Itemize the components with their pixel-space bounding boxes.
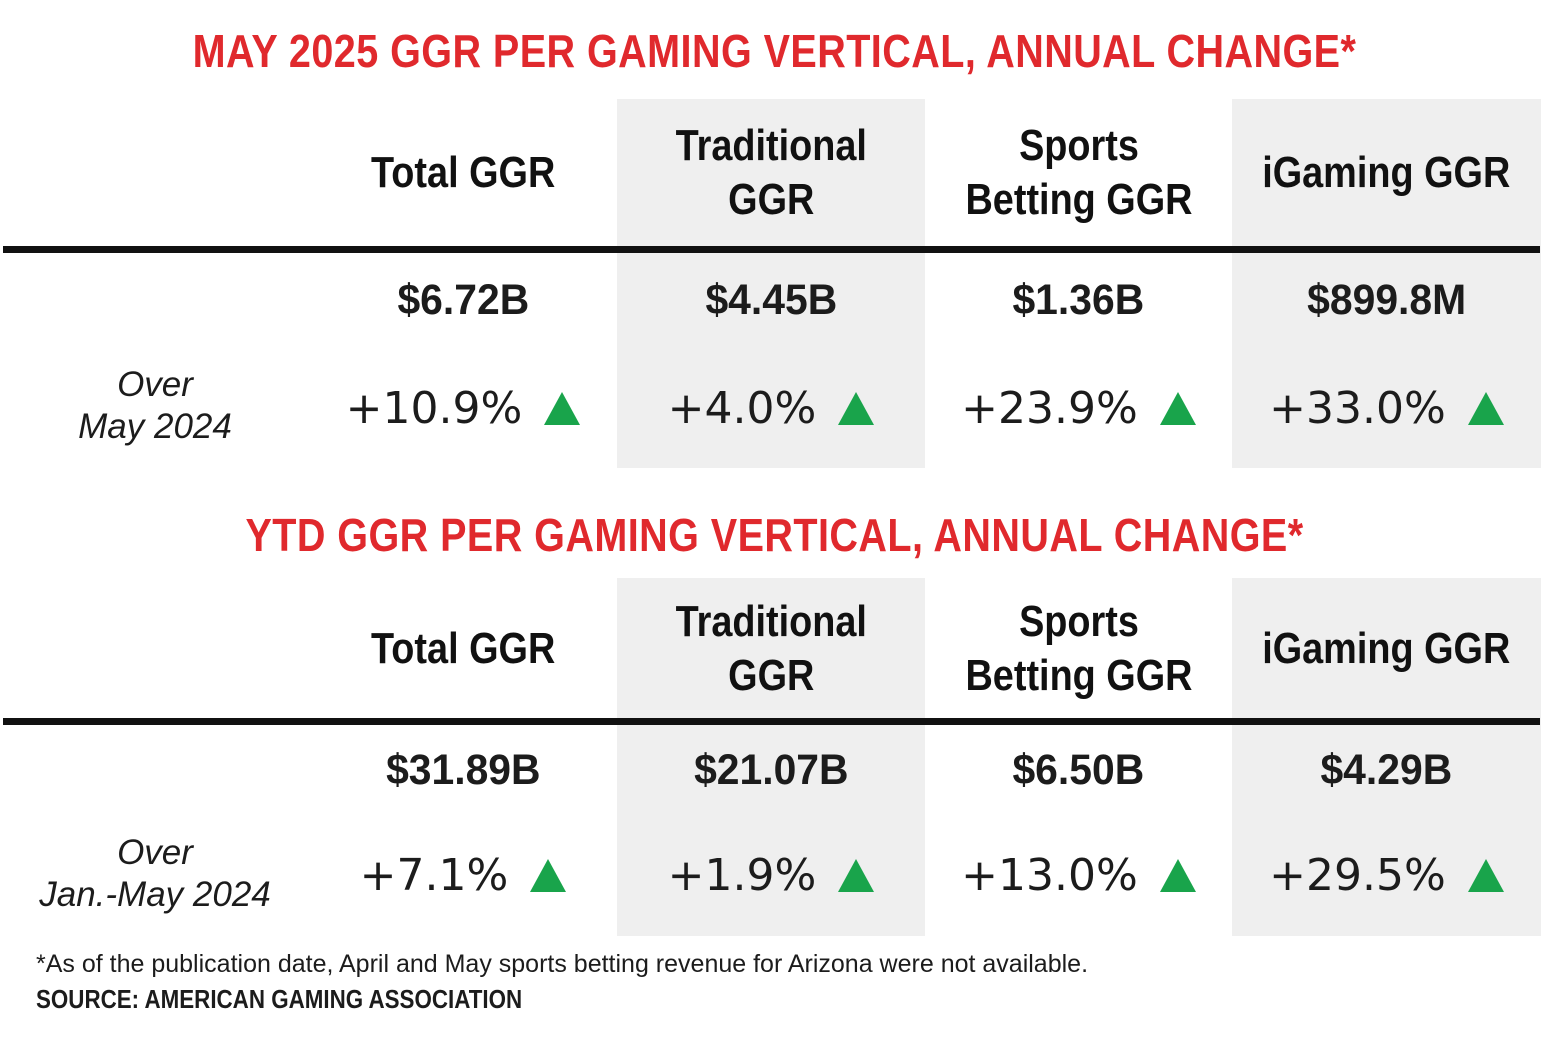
triangle-up-icon — [1159, 858, 1196, 892]
change-total: +10.9% — [309, 378, 617, 438]
change-total: +7.1% — [309, 845, 617, 905]
column-header-total: Total GGR — [370, 148, 556, 197]
column-header-igaming: iGaming GGR — [1262, 624, 1511, 673]
change-igaming: +33.0% — [1232, 378, 1541, 438]
column-header-igaming: iGaming GGR — [1262, 148, 1511, 197]
amount-total: $6.72B — [397, 276, 529, 324]
section-title: YTD GGR PER GAMING VERTICAL, ANNUAL CHAN… — [245, 509, 1304, 561]
header-rule — [3, 718, 1540, 725]
column-header-sports: Sports Betting GGR — [964, 597, 1193, 700]
amount-traditional: $21.07B — [693, 746, 849, 794]
triangle-up-icon — [1467, 858, 1504, 892]
triangle-up-icon — [838, 858, 875, 892]
triangle-up-icon — [838, 391, 875, 425]
amount-igaming: $4.29B — [1320, 746, 1453, 794]
footnote: *As of the publication date, April and M… — [36, 950, 1089, 978]
triangle-up-icon — [530, 858, 567, 892]
section-title: MAY 2025 GGR PER GAMING VERTICAL, ANNUAL… — [192, 25, 1357, 77]
amount-igaming: $899.8M — [1307, 276, 1466, 324]
amount-sports: $6.50B — [1012, 746, 1145, 794]
triangle-up-icon — [1159, 391, 1196, 425]
change-value: +13.0% — [961, 849, 1138, 901]
change-value: +29.5% — [1269, 849, 1446, 901]
change-value: +10.9% — [345, 382, 523, 434]
row-label: Over May 2024 — [78, 365, 232, 446]
change-value: +33.0% — [1269, 382, 1446, 434]
change-sports: +23.9% — [925, 378, 1232, 438]
triangle-up-icon — [1467, 391, 1504, 425]
change-value: +23.9% — [961, 382, 1138, 434]
amount-traditional: $4.45B — [705, 276, 837, 324]
amount-sports: $1.36B — [1012, 276, 1145, 324]
change-value: +7.1% — [359, 849, 509, 901]
change-igaming: +29.5% — [1232, 845, 1541, 905]
column-header-total: Total GGR — [370, 624, 556, 673]
change-traditional: +1.9% — [617, 845, 925, 905]
column-header-traditional: Traditional GGR — [675, 597, 867, 700]
source-credit: SOURCE: AMERICAN GAMING ASSOCIATION — [36, 984, 523, 1014]
amount-total: $31.89B — [385, 746, 541, 794]
row-label: Over Jan.-May 2024 — [39, 833, 271, 914]
triangle-up-icon — [544, 391, 581, 425]
change-value: +1.9% — [667, 849, 817, 901]
column-header-sports: Sports Betting GGR — [964, 121, 1193, 224]
change-traditional: +4.0% — [617, 378, 925, 438]
header-rule — [3, 246, 1540, 253]
change-value: +4.0% — [667, 382, 817, 434]
column-header-traditional: Traditional GGR — [675, 121, 867, 224]
change-sports: +13.0% — [925, 845, 1232, 905]
